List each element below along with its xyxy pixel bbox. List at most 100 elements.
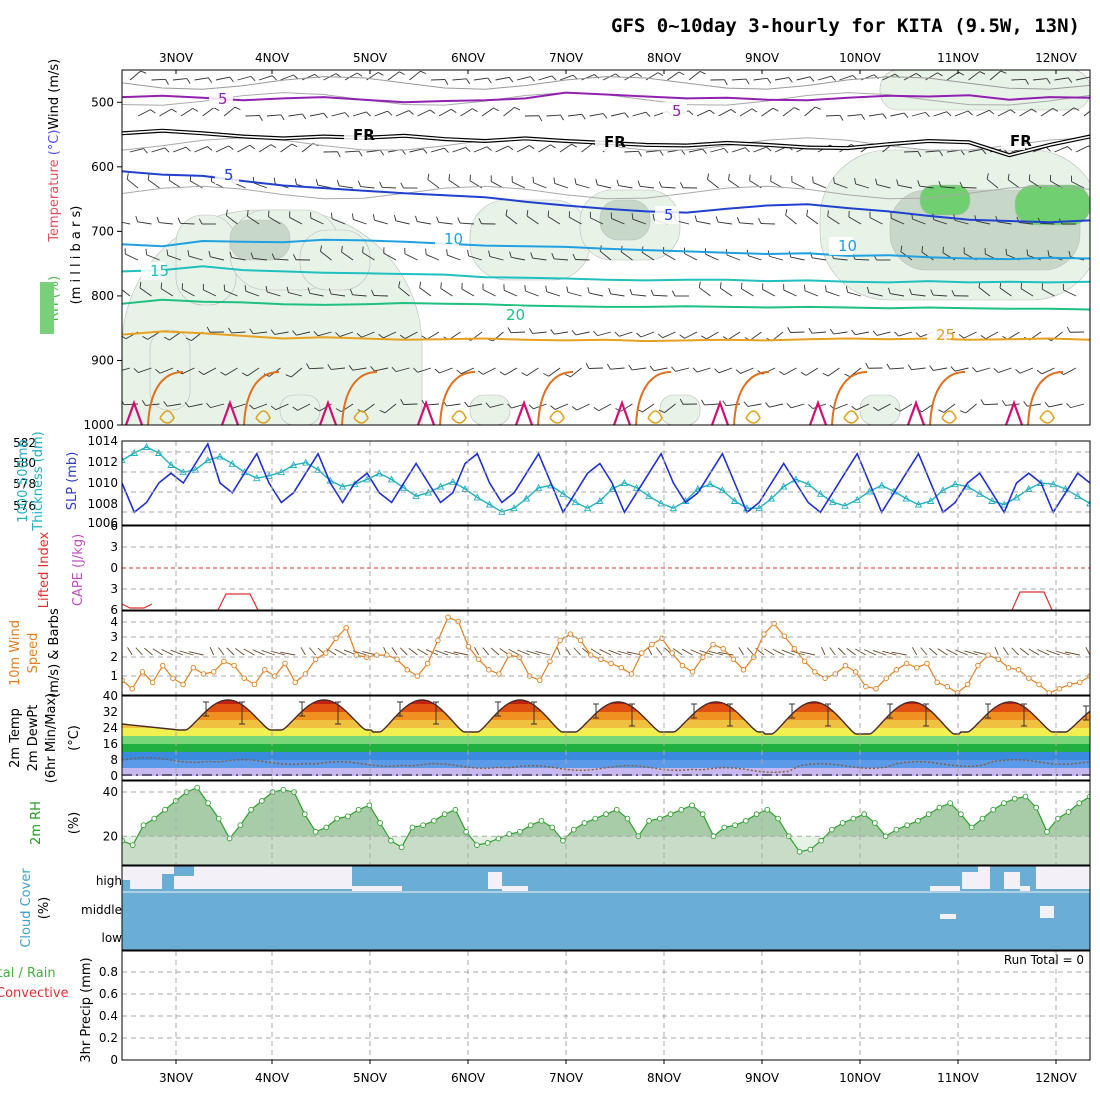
wind-tick-2: 2 (110, 650, 118, 664)
lifted-index-curve-2 (122, 603, 153, 609)
wind-barb (943, 403, 956, 413)
rh-point-37 (517, 828, 523, 835)
wind-barb-flag (650, 289, 654, 296)
upper-clip (122, 70, 1090, 425)
contour-label-1: 5 (672, 102, 682, 120)
wind-barb (624, 150, 639, 153)
wind-barb-flag (550, 405, 556, 410)
wind-barb-flag (815, 106, 821, 110)
wind-barb-flag (358, 150, 363, 157)
surface-wind-barb-53 (655, 647, 663, 656)
wind-barb (289, 217, 303, 225)
wind-barb (381, 186, 397, 189)
surface-wind-barb-3 (144, 647, 153, 656)
surface-wind-barb-11 (226, 647, 235, 656)
wind-barb-flag (380, 150, 385, 156)
wind-barb-flag (925, 112, 930, 118)
wind-barb (320, 251, 332, 261)
wind-barb (997, 221, 1012, 225)
wind-barb-flag (419, 281, 422, 288)
wind-barb-flag (486, 146, 492, 152)
wind-barb-flag (678, 71, 685, 76)
wind-barb (632, 111, 647, 117)
wind-barb-flag (371, 289, 375, 296)
wind-barb (182, 288, 195, 297)
wind-barb-flag (1026, 249, 1029, 256)
wind-barb-flag (694, 215, 698, 222)
surface-wind-barb-10 (218, 647, 225, 656)
wind-barb-flag (356, 72, 363, 77)
wind-tick-3: 1 (110, 669, 118, 683)
date-top-4: 7NOV (549, 51, 584, 65)
surface-wind-barb-82 (946, 648, 958, 656)
wind-barb-flag (1068, 250, 1071, 257)
wind-barb-flag (980, 399, 985, 405)
wind-barb-flag (921, 246, 924, 253)
rh-legend-swatch (40, 282, 54, 334)
wind-speed-point-81 (944, 683, 951, 690)
rh-point-73 (904, 822, 911, 829)
rh-point-0 (122, 837, 125, 844)
wind-barb-flag (585, 363, 590, 369)
wind-barb-flag (249, 328, 254, 334)
surface-wind-barb-79 (920, 647, 928, 656)
wind-speed-point-5 (170, 675, 176, 681)
wind-barb (632, 294, 647, 297)
wind-barb-flag (587, 287, 590, 294)
slp-tick-3: 1008 (87, 497, 118, 511)
wind-barb-flag (986, 173, 989, 180)
surface-wind-barb-45 (573, 647, 581, 656)
date-top-6: 9NOV (745, 51, 780, 65)
temp-contour-5 (122, 91, 1090, 104)
cloud-gap-2 (174, 876, 194, 889)
wind-barb (203, 367, 217, 375)
wind-barb-flag (408, 110, 414, 115)
wind-barb (559, 74, 574, 81)
rh-point-30 (441, 811, 448, 818)
wind-barb-flag (122, 335, 127, 340)
rh-shade-11 (919, 184, 971, 216)
wind-barb-flag (735, 369, 741, 374)
thickness-point-22 (387, 475, 396, 483)
date-top-0: 3NOV (159, 51, 194, 65)
wind-barb-flag (1023, 401, 1028, 407)
wind-speed-point-69 (822, 675, 828, 681)
wind-barb (675, 367, 690, 372)
wind-barb-flag (553, 177, 556, 184)
wind-barb (891, 217, 905, 225)
wind-barb-flag (362, 246, 364, 253)
wind-barb-flag (422, 148, 428, 154)
wind-barb-flag (528, 328, 533, 334)
wind-barb-flag (714, 368, 720, 374)
surface-wind-barb-40 (517, 649, 530, 656)
wind-tick-1: 3 (110, 630, 118, 644)
wind-barb-flag (547, 210, 550, 217)
wind-speed-point-94 (1077, 679, 1083, 686)
surface-contour-yellow-1 (255, 410, 271, 424)
surface-wind-barb-57 (690, 649, 703, 656)
wind-barb-flag (1031, 108, 1037, 113)
wind-barb (1019, 108, 1032, 117)
contour-label-bg-11 (1001, 132, 1025, 150)
surface-contour-red-5 (612, 399, 632, 425)
wind-speed-point-10 (221, 658, 227, 665)
wind-barb (532, 257, 547, 261)
wind-barb (404, 331, 418, 339)
thickness-point-41 (620, 479, 629, 486)
wind-barb-flag (595, 178, 598, 185)
wind-barb-flag (980, 335, 987, 340)
wind-barb (362, 252, 375, 261)
contour-label-bg-3 (655, 206, 679, 224)
wind-barb-flag (631, 213, 634, 220)
date-bottom-9: 12NOV (1035, 1071, 1077, 1085)
wind-barb (718, 221, 733, 225)
wind-barb (812, 331, 827, 334)
surface-wind-barb-78 (911, 647, 918, 656)
wind-barb-flag (147, 173, 150, 180)
thickness-point-37 (571, 498, 580, 506)
rh-point-83 (1011, 795, 1018, 802)
wind-barb (774, 77, 789, 81)
wind-barb-flag (715, 216, 719, 223)
rh-point-43 (581, 820, 588, 826)
wind-barb (825, 114, 841, 117)
